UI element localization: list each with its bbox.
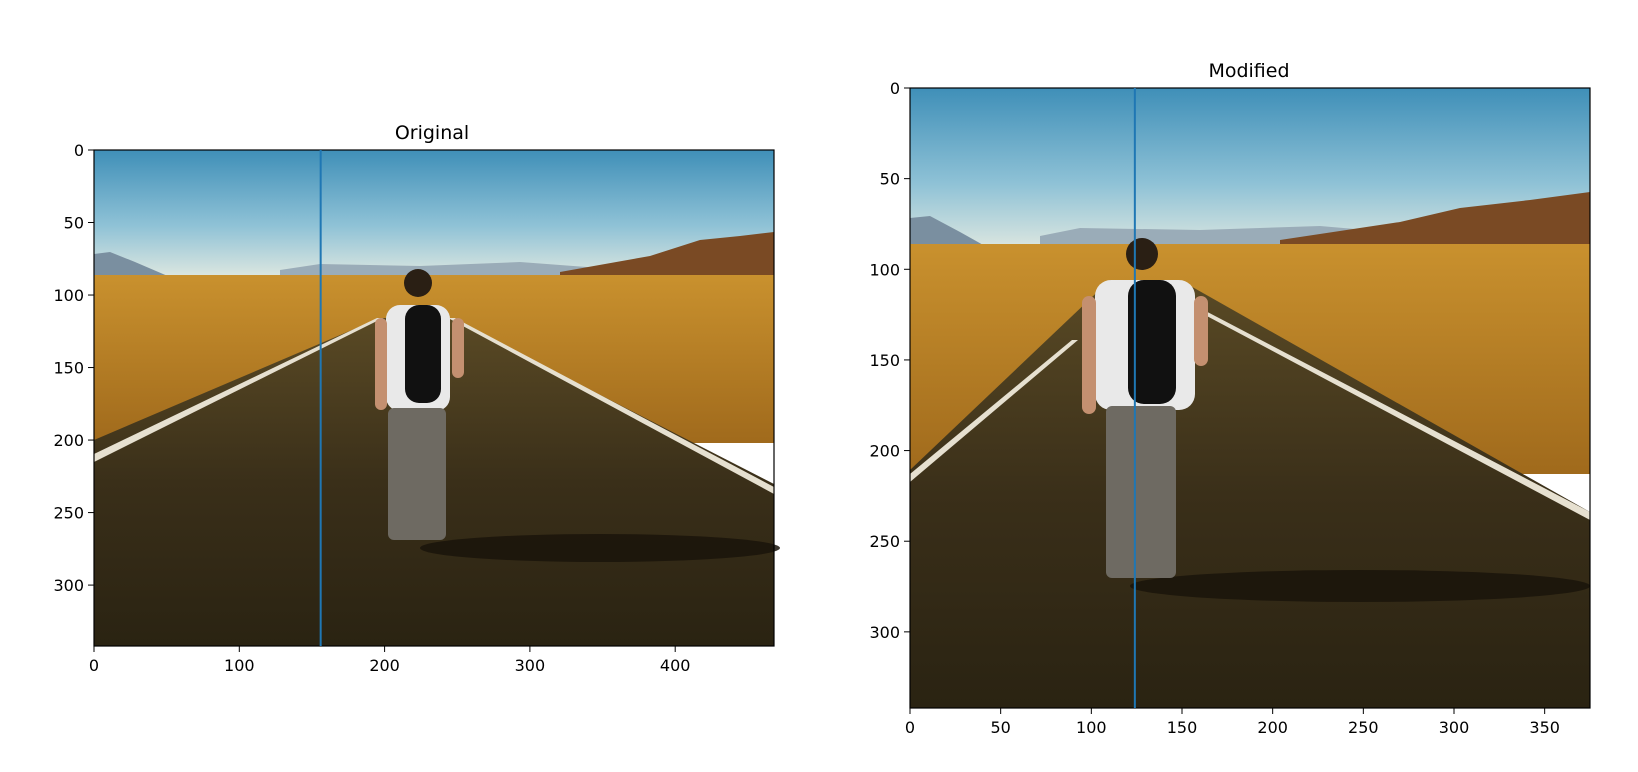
modified-title: Modified xyxy=(1208,60,1289,82)
y-tick-label: 50 xyxy=(64,214,84,233)
road-line-left xyxy=(94,318,383,462)
original-x-axis: 0 100 200 300 400 xyxy=(89,646,691,675)
y-tick-label: 100 xyxy=(53,286,84,305)
y-tick-label: 0 xyxy=(74,141,84,160)
x-tick-label: 50 xyxy=(990,718,1010,737)
modified-image xyxy=(910,88,1590,708)
road-line-right xyxy=(448,318,774,494)
modified-x-axis: 0 50 100 150 200 250 300 350 xyxy=(905,708,1560,737)
hills-right xyxy=(1280,192,1590,246)
shadow xyxy=(420,534,780,562)
road-line-left xyxy=(910,340,1078,482)
x-tick-label: 300 xyxy=(515,656,546,675)
mountains-far xyxy=(280,262,600,277)
original-image xyxy=(94,150,780,646)
x-tick-label: 350 xyxy=(1529,718,1560,737)
y-tick-label: 50 xyxy=(880,170,900,189)
mountains-left xyxy=(94,252,170,277)
y-tick-label: 100 xyxy=(869,260,900,279)
modified-panel: Modified 0 50 100 150 200 250 300 350 0 50 100 150… xyxy=(869,60,1591,737)
x-tick-label: 400 xyxy=(660,656,691,675)
person xyxy=(1082,238,1208,578)
x-tick-label: 0 xyxy=(89,656,99,675)
original-title: Original xyxy=(395,122,469,144)
y-tick-label: 200 xyxy=(53,431,84,450)
y-tick-label: 0 xyxy=(890,79,900,98)
y-tick-label: 250 xyxy=(53,504,84,523)
x-tick-label: 250 xyxy=(1348,718,1379,737)
original-panel: Original 0 100 200 300 400 0 50 100 150 200 250 30… xyxy=(53,122,780,675)
mountains-left xyxy=(910,216,985,246)
x-tick-label: 150 xyxy=(1167,718,1198,737)
original-y-axis: 0 50 100 150 200 250 300 xyxy=(53,141,94,595)
y-tick-label: 300 xyxy=(53,576,84,595)
x-tick-label: 300 xyxy=(1439,718,1470,737)
x-tick-label: 0 xyxy=(905,718,915,737)
y-tick-label: 150 xyxy=(53,359,84,378)
hills-right xyxy=(560,232,774,277)
x-tick-label: 200 xyxy=(369,656,400,675)
road-line-right xyxy=(1188,306,1590,520)
modified-y-axis: 0 50 100 150 200 250 300 xyxy=(869,79,910,642)
y-tick-label: 150 xyxy=(869,351,900,370)
y-tick-label: 200 xyxy=(869,442,900,461)
x-tick-label: 200 xyxy=(1257,718,1288,737)
y-tick-label: 300 xyxy=(869,623,900,642)
modified-axes-frame xyxy=(909,87,1591,709)
shadow xyxy=(1130,570,1590,602)
x-tick-label: 100 xyxy=(1076,718,1107,737)
y-tick-label: 250 xyxy=(869,532,900,551)
original-axes-frame xyxy=(93,149,775,647)
x-tick-label: 100 xyxy=(224,656,255,675)
person xyxy=(375,269,464,540)
